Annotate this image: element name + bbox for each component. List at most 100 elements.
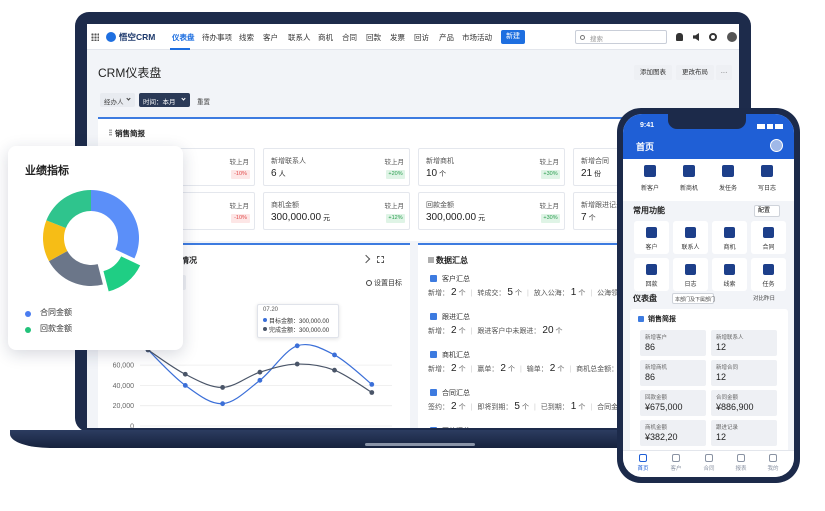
nav-tab[interactable]: 商机 bbox=[318, 33, 333, 42]
avatar[interactable] bbox=[727, 32, 737, 42]
nav-tab[interactable]: 回款 bbox=[366, 33, 381, 42]
action-icon[interactable] bbox=[722, 165, 734, 177]
function-tile[interactable]: 任务 bbox=[751, 258, 786, 291]
tooltip-line: 目标金额：300,000.00 bbox=[269, 319, 330, 325]
function-tile[interactable]: 合同 bbox=[751, 221, 786, 254]
config-button[interactable]: 配置 bbox=[754, 205, 780, 217]
function-tile[interactable]: 联系人 bbox=[673, 221, 708, 254]
stat-label: 新增跟进记录 bbox=[581, 202, 623, 209]
function-tile[interactable]: 商机 bbox=[712, 221, 747, 254]
nav-tab[interactable]: 待办事项 bbox=[202, 33, 232, 42]
tab-label[interactable]: 首页 bbox=[637, 466, 649, 472]
notify-icon[interactable] bbox=[676, 33, 683, 41]
expand-icon[interactable] bbox=[377, 256, 384, 263]
compare-dropdown[interactable]: 对比昨日 bbox=[753, 296, 776, 302]
phone-stat-card: 新增商机 86 bbox=[640, 360, 706, 386]
item-value: 2 bbox=[451, 287, 457, 298]
nav-tab[interactable]: 发票 bbox=[390, 33, 405, 42]
tab-icon[interactable] bbox=[737, 454, 745, 462]
function-tile[interactable]: 客户 bbox=[634, 221, 669, 254]
scope-dropdown[interactable]: 本部门及下属部门 bbox=[672, 293, 716, 304]
tooltip-date: 07.20 bbox=[263, 307, 279, 313]
new-button[interactable]: 新建 bbox=[501, 30, 525, 44]
stat-unit: 份 bbox=[594, 171, 602, 178]
tab-label[interactable]: 我的 bbox=[767, 466, 779, 472]
action-icon[interactable] bbox=[683, 165, 695, 177]
item-label: 转成交： bbox=[477, 290, 506, 297]
menu-icon[interactable] bbox=[91, 33, 99, 41]
item-unit: 个 bbox=[458, 328, 466, 335]
tab-icon[interactable] bbox=[705, 454, 713, 462]
logo-icon bbox=[106, 32, 116, 42]
status-time: 9:41 bbox=[640, 122, 655, 129]
function-icon bbox=[724, 264, 735, 275]
section-line: 新增： 2 个 | 转成交： 5 个 | 放入公海： 1 个 | 公海领取 bbox=[428, 287, 625, 300]
phone-stat-card: 新增合同 12 bbox=[711, 360, 777, 386]
section-title: 回款汇总 bbox=[442, 426, 470, 428]
stat-card: 回款金额 300,000.00 元 较上月 +30% bbox=[418, 192, 565, 230]
change-badge: -10% bbox=[231, 170, 250, 179]
nav-tab[interactable]: 仪表盘 bbox=[172, 33, 195, 42]
tab-label[interactable]: 合同 bbox=[703, 466, 715, 472]
header-button[interactable]: ··· bbox=[716, 65, 732, 80]
nav-tab[interactable]: 联系人 bbox=[288, 33, 311, 42]
item-unit: 个 bbox=[514, 290, 522, 297]
action-icon[interactable] bbox=[644, 165, 656, 177]
item-label: 签约： bbox=[428, 404, 449, 411]
section-icon bbox=[430, 313, 437, 320]
donut-segment bbox=[91, 190, 140, 259]
tab-icon[interactable] bbox=[672, 454, 680, 462]
tab-label[interactable]: 客户 bbox=[670, 466, 682, 472]
stat-unit: 元 bbox=[323, 215, 331, 222]
phone-avatar[interactable] bbox=[770, 139, 783, 152]
set-goal[interactable]: 设置目标 bbox=[374, 280, 402, 287]
item-unit: 个 bbox=[458, 366, 466, 373]
phone-notch bbox=[668, 114, 746, 129]
scope-label: 本部门及下属部门 bbox=[675, 297, 716, 303]
donut-segment bbox=[103, 256, 141, 292]
action-label[interactable]: 新客户 bbox=[640, 186, 659, 192]
function-label: 任务 bbox=[762, 282, 775, 288]
function-label: 商机 bbox=[723, 245, 736, 251]
shrink-icon[interactable] bbox=[361, 254, 371, 264]
nav-tab[interactable]: 产品 bbox=[439, 33, 454, 42]
tab-label[interactable]: 报表 bbox=[735, 466, 747, 472]
nav-tab[interactable]: 回访 bbox=[414, 33, 429, 42]
tab-icon[interactable] bbox=[769, 454, 777, 462]
time-filter[interactable]: 时间：本月 bbox=[139, 93, 190, 107]
phone-stat-value: ¥675,000 bbox=[645, 402, 683, 412]
chart-tooltip: 07.20 目标金额：300,000.00 完成金额：300,000.00 bbox=[257, 304, 339, 338]
stat-value-row: 21 份 bbox=[581, 168, 601, 179]
action-icon[interactable] bbox=[761, 165, 773, 177]
nav-tab[interactable]: 市场活动 bbox=[462, 33, 492, 42]
function-tile[interactable]: 线索 bbox=[712, 258, 747, 291]
action-label[interactable]: 新商机 bbox=[679, 186, 698, 192]
section-icon bbox=[430, 275, 437, 282]
action-label[interactable]: 写日志 bbox=[757, 186, 776, 192]
function-icon bbox=[763, 264, 774, 275]
header-button[interactable]: 更改布局 bbox=[676, 65, 714, 80]
action-label[interactable]: 发任务 bbox=[718, 186, 737, 192]
header-button[interactable]: 添加图表 bbox=[634, 65, 672, 80]
search-box[interactable]: 搜索 bbox=[575, 30, 667, 44]
phone-stat-card: 跟进记录 12 bbox=[711, 420, 777, 446]
nav-tab[interactable]: 合同 bbox=[342, 33, 357, 42]
sound-icon[interactable] bbox=[693, 33, 699, 41]
reset-button[interactable]: 重置 bbox=[197, 99, 210, 106]
function-tile[interactable]: 日志 bbox=[673, 258, 708, 291]
phone-stat-card: 商机金额 ¥382,20 bbox=[640, 420, 706, 446]
settings-icon[interactable] bbox=[709, 33, 717, 41]
function-tile[interactable]: 回款 bbox=[634, 258, 669, 291]
tab-icon[interactable] bbox=[639, 454, 647, 462]
nav-tab[interactable]: 线索 bbox=[239, 33, 254, 42]
change-badge: -10% bbox=[231, 214, 250, 223]
briefing-title: 销售简报 bbox=[115, 129, 145, 138]
gear-icon bbox=[366, 280, 372, 286]
owner-filter[interactable]: 经办人 bbox=[100, 93, 135, 107]
nav-tab[interactable]: 客户 bbox=[263, 33, 278, 42]
item-label: 合同金额 bbox=[597, 404, 626, 411]
change-badge: +12% bbox=[386, 214, 405, 223]
stat-label: 新增商机 bbox=[426, 158, 454, 165]
separator: | bbox=[590, 290, 593, 297]
